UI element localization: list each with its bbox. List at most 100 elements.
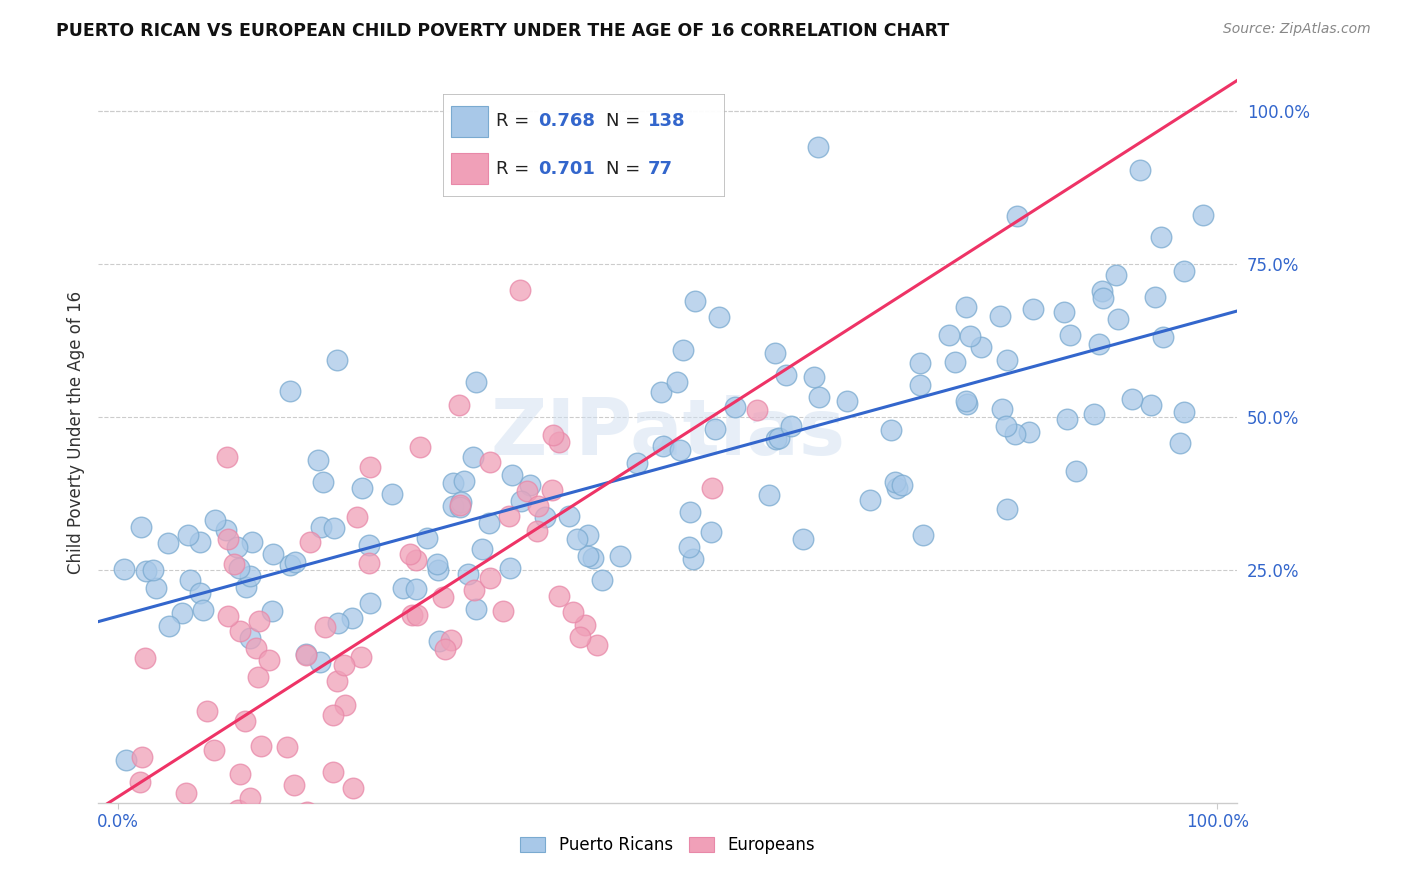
Europeans (548, 435, 571, 450)
Puerto Ricans (1143, 290, 1166, 304)
Puerto Ricans (1192, 208, 1215, 222)
Puerto Ricans (1152, 329, 1174, 343)
Puerto Ricans (758, 488, 780, 502)
Puerto Ricans (988, 309, 1011, 323)
Puerto Ricans (534, 510, 557, 524)
Europeans (174, 786, 197, 800)
Europeans (562, 605, 585, 619)
Europeans (409, 440, 432, 454)
Europeans (405, 552, 427, 566)
Puerto Ricans (775, 368, 797, 383)
Puerto Ricans (591, 573, 613, 587)
Europeans (249, 739, 271, 753)
Europeans (276, 739, 298, 754)
Puerto Ricans (188, 535, 211, 549)
Europeans (228, 767, 250, 781)
Europeans (359, 847, 381, 861)
Text: 0.701: 0.701 (538, 160, 595, 178)
Puerto Ricans (955, 394, 977, 409)
FancyBboxPatch shape (451, 106, 488, 136)
Puerto Ricans (352, 481, 374, 495)
Text: 77: 77 (648, 160, 673, 178)
Puerto Ricans (1129, 163, 1152, 178)
Puerto Ricans (700, 525, 723, 540)
Europeans (322, 707, 344, 722)
Europeans (346, 510, 368, 524)
Text: Source: ZipAtlas.com: Source: ZipAtlas.com (1223, 22, 1371, 37)
Europeans (398, 547, 420, 561)
Europeans (440, 633, 463, 648)
Puerto Ricans (326, 615, 349, 630)
Europeans (548, 589, 571, 603)
Europeans (247, 670, 270, 684)
Puerto Ricans (391, 581, 413, 595)
Puerto Ricans (910, 378, 932, 392)
Puerto Ricans (995, 353, 1018, 368)
Puerto Ricans (325, 353, 347, 368)
Europeans (222, 557, 245, 571)
Europeans (585, 639, 607, 653)
Europeans (283, 778, 305, 792)
Puerto Ricans (1004, 426, 1026, 441)
Puerto Ricans (1053, 305, 1076, 319)
Puerto Ricans (278, 384, 301, 399)
Puerto Ricans (666, 375, 689, 389)
Puerto Ricans (808, 390, 831, 404)
Europeans (129, 880, 152, 892)
Puerto Ricans (779, 418, 801, 433)
Puerto Ricans (427, 563, 450, 577)
Europeans (228, 624, 250, 638)
FancyBboxPatch shape (451, 153, 488, 184)
Puerto Ricans (880, 423, 903, 437)
Europeans (700, 482, 723, 496)
Y-axis label: Child Poverty Under the Age of 16: Child Poverty Under the Age of 16 (66, 291, 84, 574)
Europeans (129, 845, 152, 859)
Puerto Ricans (1105, 268, 1128, 282)
Puerto Ricans (308, 656, 330, 670)
Legend: Puerto Ricans, Europeans: Puerto Ricans, Europeans (513, 830, 823, 861)
Puerto Ricans (678, 541, 700, 555)
Puerto Ricans (284, 555, 307, 569)
Puerto Ricans (683, 293, 706, 308)
Europeans (350, 834, 373, 848)
Puerto Ricans (995, 501, 1018, 516)
Europeans (326, 673, 349, 688)
Europeans (333, 698, 356, 713)
Puerto Ricans (381, 487, 404, 501)
Europeans (568, 631, 591, 645)
Europeans (218, 532, 240, 546)
Europeans (463, 582, 485, 597)
Europeans (218, 836, 240, 850)
Europeans (350, 650, 373, 665)
Puerto Ricans (510, 494, 533, 508)
Puerto Ricans (709, 310, 731, 325)
Puerto Ricans (1168, 435, 1191, 450)
Europeans (235, 858, 257, 872)
Puerto Ricans (765, 346, 787, 360)
Europeans (433, 642, 456, 657)
Europeans (526, 524, 548, 539)
Europeans (295, 648, 318, 663)
Europeans (492, 604, 515, 618)
Europeans (541, 428, 564, 442)
Puerto Ricans (170, 606, 193, 620)
Puerto Ricans (582, 551, 605, 566)
Puerto Ricans (156, 536, 179, 550)
Europeans (447, 398, 470, 412)
Puerto Ricans (457, 566, 479, 581)
Europeans (478, 455, 501, 469)
Europeans (134, 651, 156, 665)
Puerto Ricans (908, 356, 931, 370)
Europeans (516, 483, 538, 498)
Puerto Ricans (228, 560, 250, 574)
Puerto Ricans (450, 494, 472, 508)
Puerto Ricans (240, 534, 263, 549)
Europeans (226, 803, 249, 817)
Europeans (406, 607, 429, 622)
Europeans (129, 775, 152, 789)
Europeans (342, 781, 364, 796)
Puerto Ricans (294, 647, 316, 661)
Puerto Ricans (1007, 209, 1029, 223)
Puerto Ricans (668, 442, 690, 457)
Puerto Ricans (278, 558, 301, 572)
